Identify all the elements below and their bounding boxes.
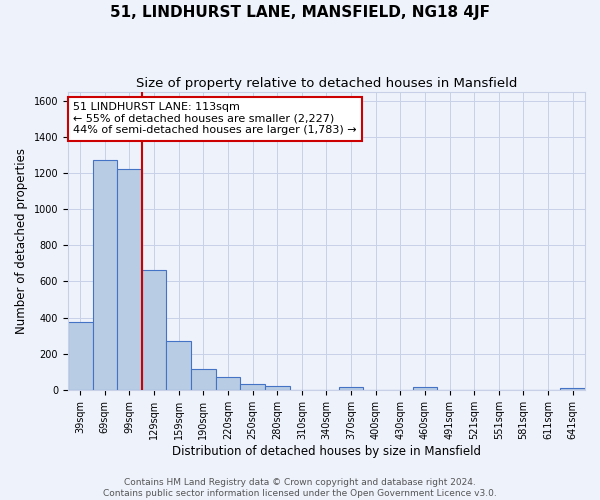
Text: 51 LINDHURST LANE: 113sqm
← 55% of detached houses are smaller (2,227)
44% of se: 51 LINDHURST LANE: 113sqm ← 55% of detac… [73, 102, 356, 136]
Bar [265, 386, 290, 390]
Bar [68, 322, 92, 390]
Bar [191, 369, 215, 390]
X-axis label: Distribution of detached houses by size in Mansfield: Distribution of detached houses by size … [172, 444, 481, 458]
Bar [339, 387, 364, 390]
Bar [240, 384, 265, 390]
Bar [142, 270, 166, 390]
Text: Contains HM Land Registry data © Crown copyright and database right 2024.
Contai: Contains HM Land Registry data © Crown c… [103, 478, 497, 498]
Bar [166, 341, 191, 390]
Bar [215, 377, 240, 390]
Bar [413, 387, 437, 390]
Bar [117, 170, 142, 390]
Text: 51, LINDHURST LANE, MANSFIELD, NG18 4JF: 51, LINDHURST LANE, MANSFIELD, NG18 4JF [110, 5, 490, 20]
Title: Size of property relative to detached houses in Mansfield: Size of property relative to detached ho… [136, 78, 517, 90]
Y-axis label: Number of detached properties: Number of detached properties [15, 148, 28, 334]
Bar [560, 388, 585, 390]
Bar [92, 160, 117, 390]
